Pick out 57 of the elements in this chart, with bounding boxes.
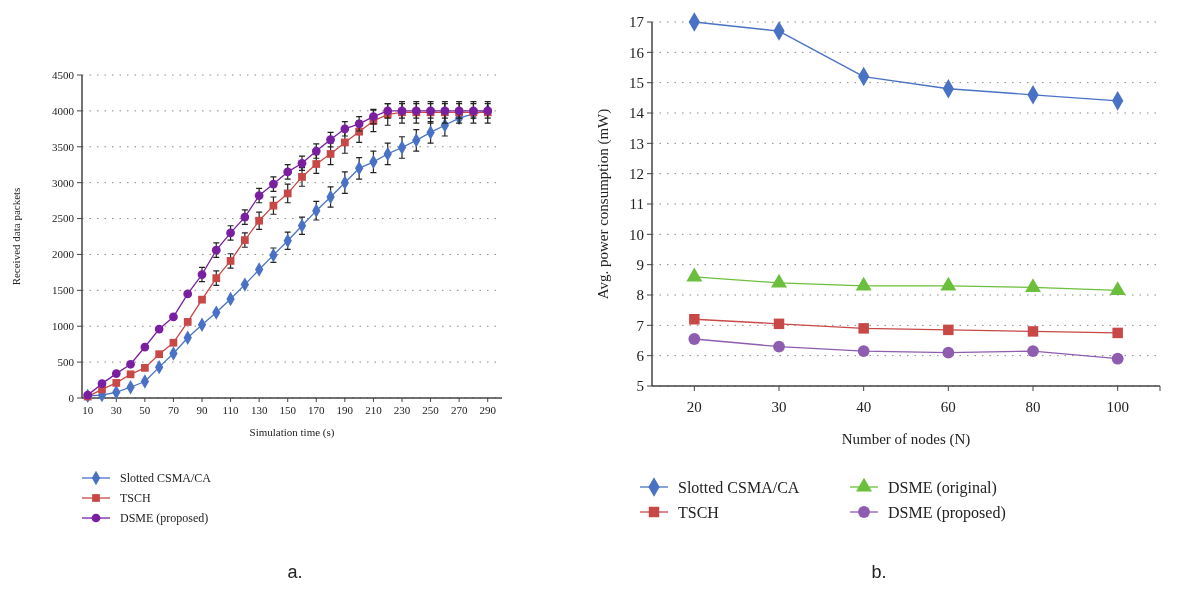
x-tick-label: 30 [771,399,787,415]
y-tick-label: 500 [57,355,75,368]
y-tick-label: 2000 [52,248,75,261]
y-tick-label: 13 [629,135,644,152]
legend-label: TSCH [678,503,720,521]
y-tick-label: 17 [629,14,645,31]
x-tick-label: 170 [308,404,326,416]
x-tick-label: 210 [365,404,383,416]
y-axis-title: Received data packets [10,187,22,286]
legend-label: Slotted CSMA/CA [678,478,800,496]
y-tick-label: 16 [629,44,645,61]
x-tick-label: 290 [479,404,497,416]
y-tick-label: 14 [629,105,645,122]
x-axis-title: Simulation time (s) [249,426,335,439]
y-tick-label: 3000 [52,176,75,189]
x-tick-label: 10 [82,404,94,416]
x-tick-label: 40 [856,399,872,415]
legend-label: DSME (proposed) [888,503,1006,522]
text: b. [871,562,887,582]
y-tick-label: 10 [629,226,644,243]
x-tick-label: 190 [336,404,354,416]
y-tick-label: 7 [636,317,645,334]
x-tick-label: 20 [686,399,702,415]
x-tick-label: 80 [1025,399,1041,415]
x-tick-label: 130 [250,404,268,416]
y-axis-title: Avg. power consumption (mW) [595,108,612,300]
y-tick-label: 1500 [52,284,75,297]
x-tick-label: 30 [110,404,123,416]
legend-label: TSCH [120,491,152,506]
x-tick-label: 100 [1106,399,1129,415]
y-tick-label: 5 [636,378,644,395]
x-tick-label: 90 [196,404,208,416]
y-tick-label: 4500 [52,68,75,81]
y-tick-label: 9 [636,256,644,273]
y-tick-label: 2500 [52,212,75,225]
legend-label: DSME (proposed) [120,511,209,526]
y-tick-label: 12 [629,165,644,182]
x-tick-label: 60 [940,399,956,415]
y-tick-label: 1000 [52,320,75,333]
y-tick-label: 0 [68,391,75,404]
y-tick-label: 8 [636,287,644,304]
x-tick-label: 110 [222,404,240,416]
y-tick-label: 11 [629,196,644,213]
x-tick-label: 270 [450,404,468,416]
x-tick-label: 50 [139,404,151,416]
x-tick-label: 250 [422,404,440,416]
text: a. [287,562,303,582]
x-tick-label: 70 [167,404,180,416]
y-tick-label: 4000 [52,104,75,117]
legend-label: Slotted CSMA/CA [120,471,212,486]
y-tick-label: 3500 [52,140,75,153]
x-tick-label: 230 [393,404,411,416]
x-tick-label: 150 [279,404,297,416]
x-axis-title: Number of nodes (N) [841,431,971,448]
y-tick-label: 6 [636,347,645,364]
legend-label: DSME (original) [888,478,997,497]
y-tick-label: 15 [629,74,644,91]
